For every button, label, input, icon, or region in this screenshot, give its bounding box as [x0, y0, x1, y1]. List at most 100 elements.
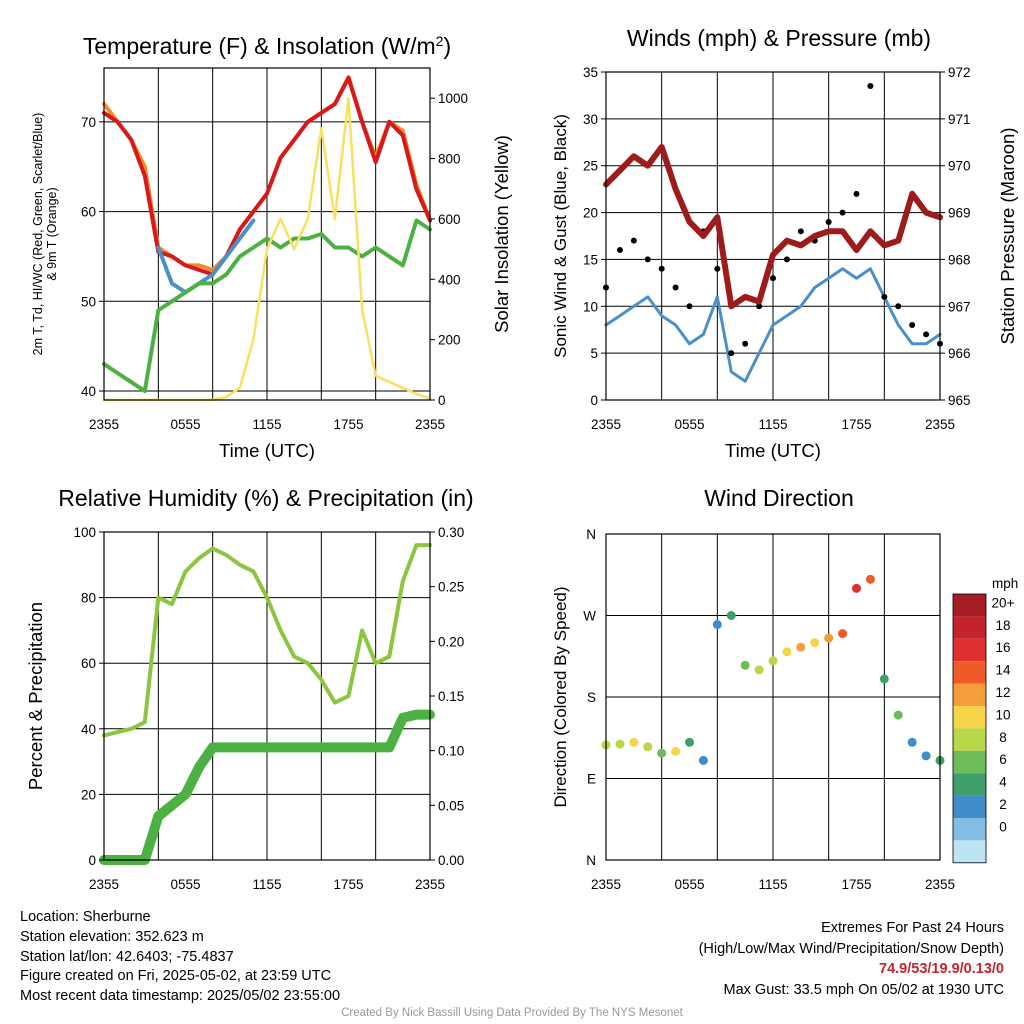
y-tick-label: E: [587, 772, 596, 787]
x-tick-label: 2355: [89, 877, 119, 892]
series-point-gust: [630, 237, 637, 244]
series-point-gust: [825, 218, 832, 225]
y-tick-label: 50: [81, 294, 96, 309]
series-point-direction: [726, 611, 736, 620]
chart-title: Temperature (F) & Insolation (W/m2): [83, 33, 451, 59]
y-right-axis-label: Solar Insolation (Yellow): [491, 135, 512, 333]
y-right-axis-label: Station Pressure (Maroon): [997, 128, 1018, 345]
colorbar-swatch: [953, 706, 986, 729]
colorbar-swatch: [953, 795, 986, 818]
y-axis-label: Sonic Wind & Gust (Blue, Black): [551, 114, 570, 358]
y-right-tick-label: 971: [948, 112, 971, 127]
y-right-tick-label: 0.25: [438, 580, 464, 595]
colorbar-swatch: [953, 728, 986, 751]
colorbar-swatch: [953, 750, 986, 774]
plot-frame: [605, 533, 941, 861]
series-point-gust: [756, 303, 763, 310]
series-point-direction: [907, 737, 917, 747]
y-tick-label: 60: [81, 656, 96, 671]
y-right-tick-label: 0.05: [438, 798, 464, 813]
y-right-tick-label: 966: [948, 346, 971, 361]
colorbar-swatch: [953, 661, 986, 684]
series-point-gust: [783, 256, 790, 263]
y-tick-label: 60: [81, 205, 96, 220]
x-tick-label: 2355: [415, 417, 445, 432]
y-right-tick-label: 968: [948, 252, 971, 267]
x-tick-label: 0555: [170, 877, 200, 892]
x-tick-label: 1755: [333, 877, 363, 892]
series-point-gust: [853, 190, 860, 197]
y-tick-label: N: [586, 853, 596, 868]
series-point-direction: [838, 629, 848, 639]
colorbar: mph 20+ 18 16 14 12 10 8 6 4 2 0: [952, 576, 1018, 864]
colorbar-label: 12: [995, 685, 1010, 700]
created-text: Figure created on Fri, 2025-05-02, at 23…: [20, 968, 332, 985]
series-point-gust: [644, 256, 651, 263]
chart-title: Winds (mph) & Pressure (mb): [627, 25, 931, 51]
x-tick-label: 2355: [925, 417, 955, 432]
x-tick-label: 1755: [841, 417, 871, 432]
max-gust-text: Max Gust: 33.5 mph On 05/02 at 1930 UTC: [723, 981, 1004, 998]
y-right-tick-label: 965: [948, 393, 971, 408]
colorbar-swatch: [953, 683, 986, 706]
colorbar-swatch: [953, 818, 986, 841]
location-text: Location: Sherburne: [20, 909, 151, 925]
y-right-tick-label: 969: [948, 206, 971, 221]
y-tick-label: 100: [73, 525, 96, 540]
y-right-tick-label: 1000: [438, 91, 468, 106]
y-tick-label: 35: [583, 65, 598, 80]
series-line-pressure: [603, 144, 943, 310]
x-tick-label: 1755: [333, 417, 363, 432]
chart-title: Relative Humidity (%) & Precipitation (i…: [58, 485, 473, 511]
series-point-direction: [754, 665, 764, 675]
x-tick-label: 2355: [89, 417, 119, 432]
series-point-direction: [740, 660, 750, 670]
y-right-tick-label: 600: [438, 212, 461, 227]
y-axis-label-line2: & 9m T (Orange): [45, 187, 59, 280]
colorbar-swatch: [953, 638, 986, 662]
x-tick-label: 1155: [758, 417, 787, 432]
x-tick-label: 1155: [252, 877, 281, 892]
y-tick-label: N: [586, 527, 596, 542]
y-right-tick-label: 400: [438, 272, 461, 287]
series-point-gust: [770, 275, 776, 282]
colorbar-label: 10: [995, 707, 1010, 722]
y-tick-label: 80: [81, 591, 96, 606]
latlon-text: Station lat/lon: 42.6403; -75.4837: [20, 948, 234, 965]
y-right-tick-label: 972: [948, 65, 971, 80]
credit-text: Created By Nick Bassill Using Data Provi…: [341, 1007, 683, 1019]
series-point-direction: [852, 583, 861, 593]
colorbar-title: mph: [992, 576, 1018, 591]
y-axis-label: Percent & Precipitation: [25, 602, 46, 790]
series-point-gust: [742, 340, 749, 347]
y-right-tick-label: 800: [438, 152, 461, 167]
y-right-tick-label: 0.20: [438, 634, 464, 649]
y-tick-label: 0: [590, 393, 598, 408]
y-right-tick-label: 0: [438, 393, 446, 408]
series-line-precip: [99, 709, 435, 865]
chart-title-end: ): [443, 33, 451, 59]
y-tick-label: 70: [81, 115, 96, 130]
series-point-gust: [658, 265, 665, 272]
y-tick-label: S: [587, 690, 596, 705]
extremes-values: 74.9/53/19.9/0.13/0: [879, 961, 1004, 977]
series-point-gust: [714, 265, 721, 272]
y-tick-label: 40: [81, 722, 96, 737]
series-line-humidity: [102, 543, 432, 738]
series-line-4: [102, 218, 432, 393]
x-axis-label: Time (UTC): [219, 440, 315, 461]
elevation-text: Station elevation: 352.623 m: [20, 928, 204, 945]
series-point-direction: [782, 647, 792, 657]
series-point-direction: [921, 751, 931, 761]
series-point-direction: [629, 737, 639, 747]
panel-3: 2355 0555 1155 1755 2355 0 20 40 60 80 100 0.00 0.05…: [25, 485, 474, 892]
series-point-gust: [728, 350, 735, 357]
chart-title-sup: 2: [436, 33, 444, 49]
series-point-gust: [867, 83, 874, 90]
series-point-direction: [796, 642, 806, 652]
x-tick-label: 1155: [758, 877, 787, 892]
recent-data-text: Most recent data timestamp: 2025/05/02 2…: [20, 988, 341, 1005]
x-tick-label: 2355: [925, 877, 955, 892]
series-point-gust: [909, 322, 916, 329]
colorbar-label: 0: [999, 819, 1007, 834]
